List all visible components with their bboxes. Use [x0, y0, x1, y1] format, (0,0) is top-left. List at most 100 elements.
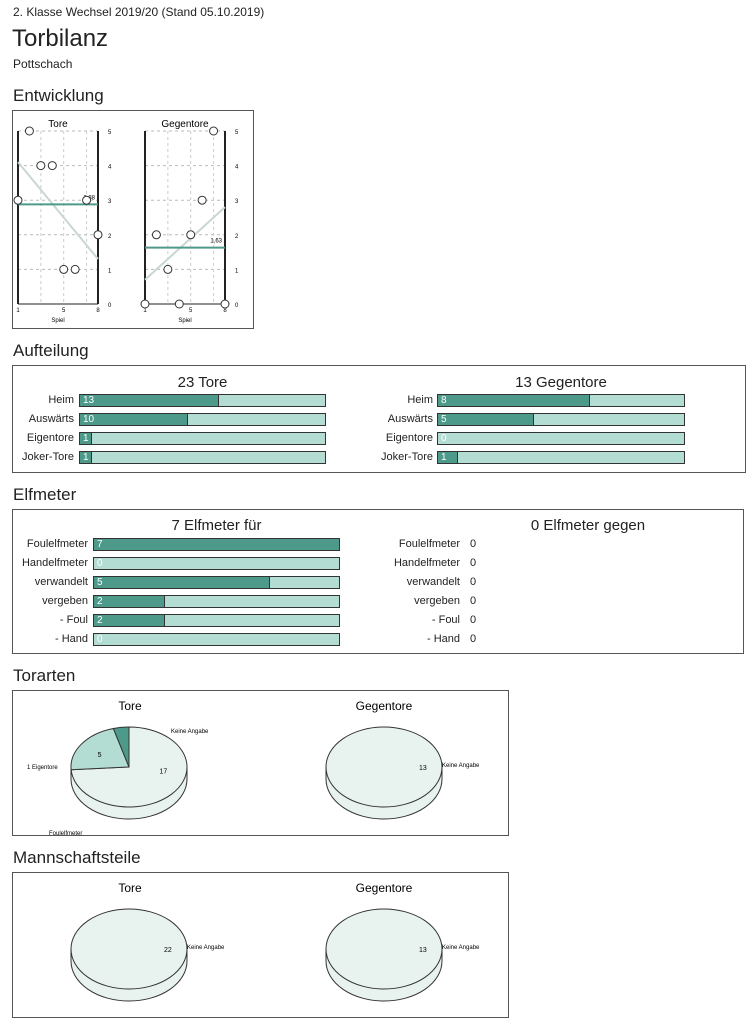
pie-slice-label: Foulelfmeter	[49, 831, 82, 835]
torarten-pies: Tore 17 Keine Angabe 5 Foulelfmeter 1 Eigento…	[27, 699, 480, 837]
bar-category-label: vergeben	[42, 595, 88, 607]
bar-fill	[438, 452, 458, 463]
x-tick-label: 5	[189, 308, 193, 314]
bar-fill	[94, 577, 270, 588]
bar-track: 2	[93, 614, 340, 627]
bar-category-label: verwandelt	[34, 576, 88, 588]
pie-slice	[70, 727, 130, 771]
bar-fill	[94, 615, 165, 626]
table-row-value: 0	[470, 614, 477, 626]
trend-line	[17, 161, 99, 260]
pie-slice-label: Keine Angabe	[187, 945, 225, 951]
bar-fill	[94, 596, 165, 607]
table-row-value: 0	[470, 557, 477, 569]
bar-category-label: Eigentore	[385, 432, 433, 444]
bar-fill	[438, 414, 534, 425]
x-tick-label: 1	[143, 308, 147, 314]
bar-track: 2	[93, 595, 340, 608]
pie-slice-label: 1 Eigentore	[27, 765, 58, 771]
pie-slice-label: Keine Angabe	[442, 945, 480, 951]
table-row-label: verwandelt	[406, 576, 460, 588]
y-tick-label: 0	[235, 303, 239, 309]
y-tick-label: 1	[235, 268, 239, 274]
bar-category-label: - Hand	[54, 633, 88, 645]
bar-category-label: Eigentore	[26, 432, 74, 444]
pie-title: Tore	[118, 881, 142, 895]
bar-category-label: - Foul	[59, 614, 88, 626]
bar-track: 5	[437, 413, 685, 426]
bar-value: 1	[83, 452, 89, 463]
elfmeter-gegen-title: 0 Elfmeter gegen	[530, 517, 646, 534]
bar-track: 0	[93, 633, 340, 646]
bar-track: 8	[437, 394, 685, 407]
aufteilung-panel: 23 Tore Heim 13 Auswärts 10 Eigentore 1 Joker-T…	[12, 365, 746, 473]
trend-line	[144, 206, 226, 281]
club-name: Pottschach	[13, 57, 73, 71]
data-point	[70, 264, 80, 274]
pie-chart-6: Tore 17 Keine Angabe 5 Foulelfmeter 1 Eigento…	[27, 699, 209, 837]
elfmeter-panel: 7 Elfmeter für Foulelfmeter 7 Handelfmeter 0…	[12, 509, 744, 654]
line-chart-0: Tore012345158Spiel2,88	[13, 119, 112, 324]
bar-track: 0	[437, 432, 685, 445]
bar-category-label: Heim	[407, 394, 433, 406]
section-aufteilung: Aufteilung	[13, 341, 89, 360]
x-axis-label: Spiel	[178, 318, 191, 324]
bar-chart-title: 23 Tore	[177, 374, 228, 391]
data-point	[209, 126, 219, 136]
bar-fill	[438, 395, 591, 406]
data-point	[36, 161, 46, 171]
pie-slice	[112, 726, 130, 768]
y-tick-label: 2	[235, 234, 239, 240]
bar-value: 5	[441, 414, 447, 425]
table-row-value: 0	[470, 633, 477, 645]
table-row-label: - Foul	[431, 614, 460, 626]
table-row-label: - Hand	[426, 633, 460, 645]
bar-chart-title: 13 Gegentore	[515, 374, 607, 391]
data-point	[140, 299, 150, 309]
line-chart-title: Tore	[48, 119, 68, 130]
bar-value: 0	[441, 433, 447, 444]
bar-category-label: Joker-Tore	[22, 451, 74, 463]
entwicklung-charts: Tore012345158Spiel2,88Gegentore012345158…	[13, 119, 239, 324]
bar-track: 7	[93, 538, 340, 551]
bar-value: 10	[83, 414, 95, 425]
y-tick-label: 3	[108, 199, 112, 205]
bar-track: 1	[437, 451, 685, 464]
section-mannschaftsteile: Mannschaftsteile	[13, 848, 141, 867]
bar-value: 0	[97, 558, 103, 569]
bar-value: 8	[441, 395, 447, 406]
y-tick-label: 4	[108, 165, 112, 171]
pie-chart-8: Tore 22 Keine Angabe	[70, 881, 225, 1002]
y-tick-label: 5	[235, 130, 239, 136]
bar-value: 2	[97, 615, 103, 626]
data-point	[151, 230, 161, 240]
data-point	[197, 195, 207, 205]
data-point	[24, 126, 34, 136]
bar-category-label: Heim	[48, 394, 74, 406]
bar-category-label: Handelfmeter	[21, 557, 88, 569]
page-title: Torbilanz	[12, 25, 109, 52]
average-label: 1,63	[210, 239, 222, 245]
bar-category-label: Auswärts	[387, 413, 433, 425]
data-point	[82, 195, 92, 205]
section-entwicklung: Entwicklung	[13, 86, 104, 105]
bar-category-label: Foulelfmeter	[26, 538, 88, 550]
table-row-label: Foulelfmeter	[398, 538, 460, 550]
y-tick-label: 3	[235, 199, 239, 205]
pie-chart-9: Gegentore 13 Keine Angabe	[325, 881, 480, 1002]
pie-slice-value: 17	[159, 768, 167, 775]
bar-fill	[94, 539, 340, 550]
mannschaftsteile-panel: Tore 22 Keine Angabe Gegentore 13 Keine Angab…	[12, 872, 509, 1018]
line-chart-1: Gegentore 0 1 2 3 4 5 1 5 8 Spiel 1,63	[140, 119, 239, 324]
pie-slice-value: 13	[419, 947, 427, 954]
x-axis-label: Spiel	[51, 318, 64, 324]
bar-fill	[80, 414, 188, 425]
y-tick-label: 5	[108, 130, 112, 136]
pie-slice-value: 22	[164, 947, 172, 954]
data-point	[186, 230, 196, 240]
pie-title: Gegentore	[356, 699, 413, 713]
data-point	[13, 195, 23, 205]
bar-track: 13	[79, 394, 326, 407]
data-point	[220, 299, 230, 309]
entwicklung-panel: Tore012345158Spiel2,88Gegentore012345158…	[12, 110, 254, 329]
